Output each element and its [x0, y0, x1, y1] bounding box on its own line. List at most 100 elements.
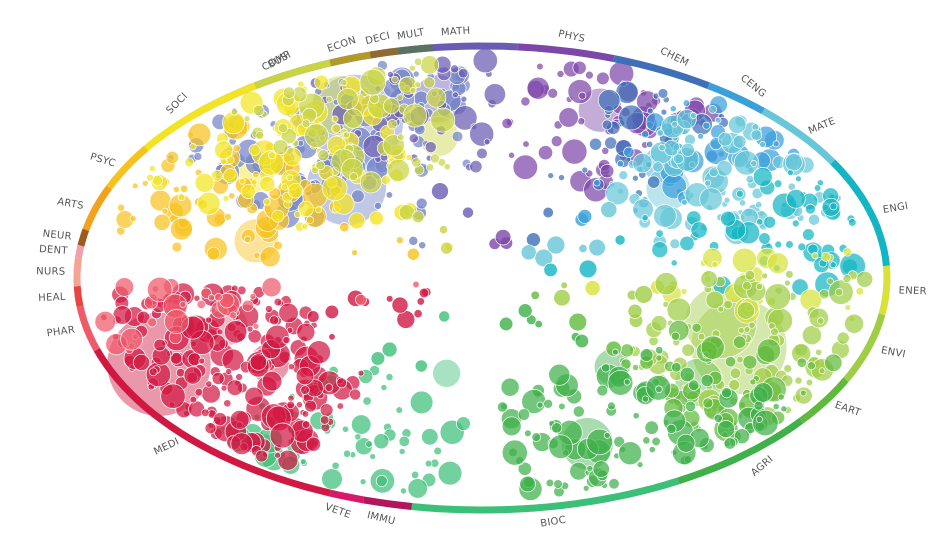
- bubble-envi: [697, 332, 706, 341]
- bubble-envi: [817, 317, 825, 325]
- bubble-soci: [287, 182, 304, 199]
- bubble-math: [469, 160, 483, 174]
- bubble-envi: [742, 280, 752, 291]
- bubble-busi: [414, 81, 422, 88]
- ring-segment-medi: [93, 347, 332, 497]
- ring-segment-engi: [830, 159, 890, 267]
- bubble-medi: [261, 370, 283, 392]
- bubble-inner-soci: [348, 212, 366, 230]
- bubble-phys: [567, 79, 593, 104]
- bubble-agri: [501, 439, 528, 466]
- bubble-soci: [184, 157, 195, 168]
- bubble-engi: [774, 240, 783, 249]
- bubble-agri: [586, 465, 594, 473]
- bubble-medi: [205, 380, 213, 388]
- bubble-inner-comp: [385, 191, 394, 199]
- bubble-chem: [647, 175, 661, 189]
- bubble-mate: [717, 131, 733, 147]
- bubble-agri: [632, 412, 640, 420]
- ring-segment-dent: [75, 244, 85, 259]
- bubble-agri: [582, 484, 590, 492]
- bubble-math: [452, 91, 459, 99]
- bubble-psyc: [129, 215, 137, 223]
- bubble-agri: [721, 387, 733, 399]
- bubble-envi: [801, 325, 822, 346]
- bubble-agri: [592, 460, 610, 478]
- subject-label-ceng: CENG: [738, 73, 768, 100]
- bubble-agri: [684, 400, 697, 412]
- bubble-envi: [729, 367, 742, 379]
- bubble-envi: [654, 272, 678, 296]
- bubble-busi: [383, 97, 400, 115]
- bubble-psyc: [161, 207, 169, 215]
- bubble-agri: [608, 478, 620, 490]
- bubble-agri: [607, 369, 634, 396]
- bubble-eart: [670, 331, 681, 341]
- bubble-phys: [520, 96, 531, 107]
- bubble-psyc: [131, 182, 139, 190]
- bubble-bioc: [398, 448, 406, 455]
- bubble-soci: [331, 123, 341, 134]
- bubble-psyc: [187, 122, 212, 147]
- bubble-inner-math: [462, 206, 474, 219]
- bubble-envi: [784, 279, 791, 287]
- bubble-phys: [561, 138, 588, 165]
- bubble-soci: [282, 147, 302, 167]
- bubble-busi: [243, 115, 251, 123]
- bubble-envi: [738, 327, 745, 334]
- bubble-soci: [259, 176, 276, 192]
- bubble-envi: [743, 326, 751, 333]
- bubble-mate: [708, 105, 717, 114]
- bubble-phar: [252, 322, 260, 330]
- bubble-inner-ener: [584, 280, 601, 297]
- bubble-psyc: [206, 246, 221, 261]
- bubble-medi: [269, 315, 280, 326]
- bubble-busi: [272, 139, 289, 155]
- bubble-soci: [238, 177, 246, 185]
- bubble-bioc: [373, 433, 390, 450]
- subject-label-mate: MATE: [807, 116, 837, 137]
- bubble-medi: [145, 361, 172, 388]
- ring-segment-psyc: [106, 145, 149, 190]
- bubble-engi: [791, 219, 800, 228]
- bubble-busi: [359, 171, 382, 194]
- bubble-busi: [317, 149, 330, 162]
- bubble-medi: [247, 329, 262, 344]
- subject-label-nurs: NURS: [36, 266, 65, 277]
- bubble-psyc: [259, 246, 281, 268]
- bubble-agri: [644, 420, 659, 435]
- bubble-psyc: [149, 189, 172, 212]
- bubble-envi: [856, 270, 874, 288]
- bubble-agri: [676, 433, 696, 453]
- bubble-envi: [755, 283, 763, 291]
- ring-segment-phar: [76, 305, 100, 352]
- bubble-phys: [578, 91, 587, 100]
- bubble-eart: [799, 389, 807, 397]
- bubble-medi: [301, 410, 310, 418]
- bubble-medi: [274, 451, 281, 459]
- bubble-soci: [197, 191, 221, 216]
- bubble-medi: [300, 385, 310, 395]
- bubble-envi: [744, 269, 756, 281]
- bubble-ener: [844, 304, 852, 311]
- bubble-ener: [731, 247, 758, 274]
- bubble-soci: [222, 195, 230, 202]
- bubble-ener: [811, 252, 819, 260]
- bubble-inner-agri: [574, 333, 590, 349]
- bubble-engi: [763, 215, 777, 229]
- bubble-medi: [296, 322, 316, 342]
- bubble-engi: [773, 179, 783, 188]
- bubble-soci: [280, 183, 289, 191]
- bubble-phar: [241, 299, 254, 312]
- bubble-inner-comp: [374, 201, 382, 210]
- bubble-inner-eart: [530, 290, 540, 300]
- bubble-agri: [752, 409, 779, 437]
- bubble-soci: [321, 175, 348, 202]
- bubble-phar: [207, 294, 216, 302]
- bubble-eart: [824, 353, 843, 372]
- bubble-agri: [755, 415, 763, 423]
- bubble-bioc: [421, 428, 439, 446]
- bubble-bioc: [395, 406, 404, 414]
- bubble-bioc: [433, 446, 442, 456]
- ring-segment-mate: [761, 108, 836, 165]
